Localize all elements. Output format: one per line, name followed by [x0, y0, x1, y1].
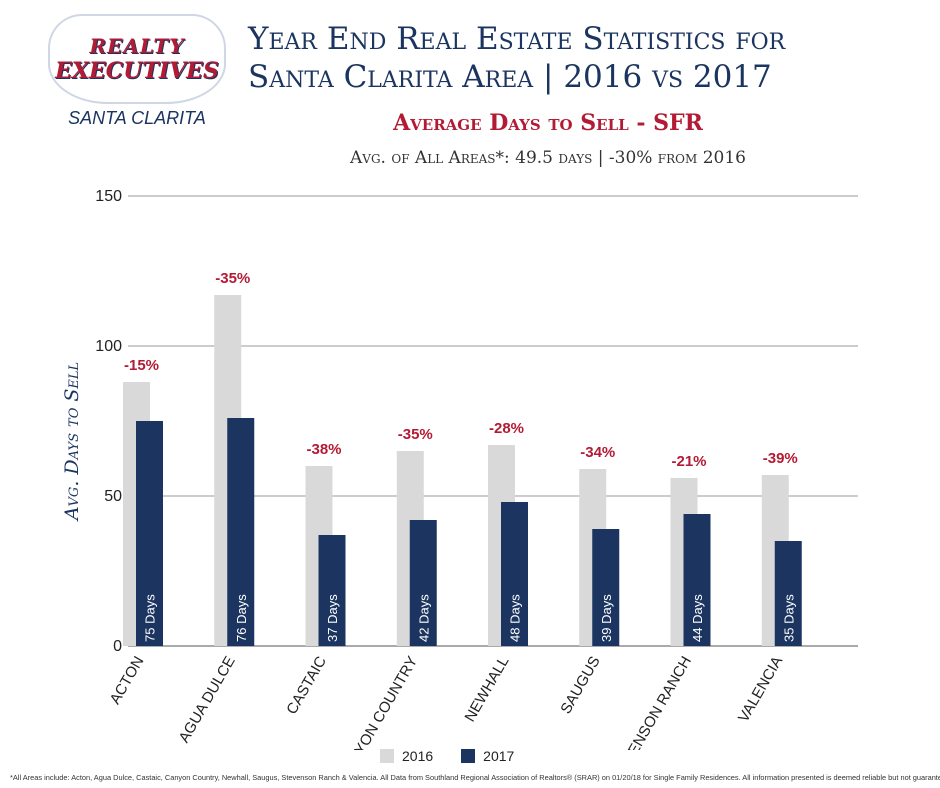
bar-value-label: 37 Days — [325, 594, 340, 642]
x-tick-label: ACTON — [107, 654, 148, 708]
change-label: -35% — [398, 426, 433, 443]
x-tick-label: CANYON COUNTRY — [335, 654, 421, 751]
legend-swatch-2016 — [380, 749, 394, 763]
legend-swatch-2017 — [461, 749, 476, 763]
bar-2017 — [227, 418, 255, 646]
logo-badge — [48, 14, 226, 104]
bar-2017 — [136, 421, 163, 646]
y-tick-label: 100 — [95, 338, 122, 355]
logo-subtitle: SANTA CLARITA — [68, 108, 206, 128]
realty-executives-logo: REALTY EXECUTIVES SANTA CLARITA — [48, 14, 228, 136]
bar-2017 — [501, 502, 528, 646]
x-tick-label: SAUGUS — [557, 654, 603, 717]
title-line-1: Year End Real Estate Statistics for — [248, 21, 786, 57]
change-label: -28% — [489, 420, 524, 437]
change-label: -38% — [306, 441, 341, 458]
x-tick-label: STEVENSON RANCH — [605, 654, 695, 751]
bar-value-label: 48 Days — [508, 594, 523, 642]
x-tick-label: VALENCIA — [735, 654, 786, 726]
legend-item-2016: 2016 — [380, 748, 433, 764]
x-tick-label: CASTAIC — [283, 653, 330, 717]
change-label: -35% — [215, 270, 250, 287]
bar-2017 — [318, 535, 346, 646]
bar-2017 — [409, 520, 437, 646]
y-tick-label: 150 — [95, 188, 122, 205]
summary-line: Avg. of All Areas*: 49.5 days | -30% fro… — [350, 148, 746, 168]
legend-label-2016: 2016 — [402, 748, 434, 764]
chart-subtitle: Average Days to Sell - SFR — [393, 110, 703, 136]
bar-value-label: 42 Days — [416, 594, 431, 642]
bar-value-label: 44 Days — [690, 594, 705, 642]
change-label: -34% — [580, 444, 615, 461]
title-line-2: Santa Clarita Area | 2016 vs 2017 — [248, 59, 772, 95]
logo-line2: EXECUTIVES — [55, 58, 219, 84]
footnote: *All Areas include: Acton, Agua Dulce, C… — [10, 773, 940, 782]
bar-value-label: 39 Days — [599, 594, 614, 642]
bar-2017 — [774, 541, 802, 646]
bar-chart: 0 50 100 150 Avg. Days to Sell 75 Days -15% ACT… — [61, 188, 858, 751]
bar-value-label: 35 Days — [781, 594, 796, 642]
change-label: -39% — [763, 450, 798, 467]
change-label: -21% — [671, 453, 706, 470]
logo-line1: REALTY — [89, 34, 185, 58]
chart-legend: 2016 2017 — [380, 748, 514, 764]
bar-2017 — [683, 514, 711, 646]
change-label: -15% — [124, 357, 159, 374]
bar-value-label: 76 Days — [234, 594, 249, 642]
legend-item-2017: 2017 — [461, 748, 514, 764]
bar-value-label: 75 Days — [143, 594, 158, 642]
y-tick-label: 50 — [104, 488, 122, 505]
x-tick-label: NEWHALL — [461, 654, 512, 725]
y-tick-label: 0 — [113, 638, 122, 655]
y-axis-label: Avg. Days to Sell — [61, 362, 83, 522]
x-tick-label: AGUA DULCE — [176, 654, 239, 746]
bar-2017 — [592, 529, 620, 646]
page-title: Year End Real Estate Statistics for Sant… — [248, 20, 928, 96]
legend-label-2017: 2017 — [483, 748, 515, 764]
